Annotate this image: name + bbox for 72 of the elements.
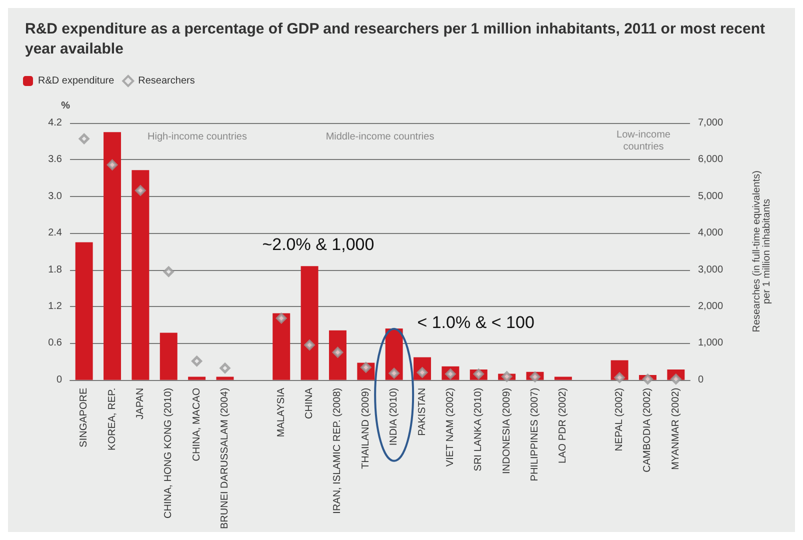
y2-tick-label: 0 (698, 374, 704, 386)
point (642, 374, 653, 384)
legend-label: Researchers (138, 76, 195, 86)
y-tick-label: 4.2 (48, 118, 62, 128)
y-axis-title: % (61, 100, 70, 112)
x-tick-label: INDIA (2010) (388, 388, 400, 446)
point (135, 185, 146, 196)
y2-tick-label: 2,000 (698, 300, 724, 312)
bar (104, 132, 122, 380)
x-tick-label: CHINA, MACAO (191, 388, 202, 462)
point (530, 372, 540, 382)
point (78, 134, 90, 144)
point (163, 266, 174, 277)
y-tick-label: 0.6 (48, 338, 62, 349)
annotation: Low-income countries (616, 130, 671, 153)
x-tick-label: MYANMAR (2002) (670, 388, 682, 470)
annotation: ~2.0% & 1,000 (262, 235, 374, 254)
x-tick-label: IRAN, ISLAMIC REP. (2008) (332, 388, 344, 514)
y-tick-label: 1.8 (48, 264, 62, 276)
x-tick-label: CHINA, HONG KONG (2010) (163, 388, 174, 518)
bar (554, 376, 572, 380)
legend-label: R&D expenditure (38, 76, 115, 86)
bar (300, 266, 318, 380)
point (107, 160, 118, 170)
x-tick-label: CHINA (304, 388, 316, 419)
annotation: Middle-income countries (326, 132, 434, 143)
x-tick-label: NEPAL (2002) (614, 388, 626, 452)
x-tick-label: VIET NAM (2002) (444, 388, 456, 467)
bar (328, 330, 346, 380)
point (502, 371, 512, 382)
x-tick-label: BRUNEI DARUSSALAM (2004) (220, 388, 230, 530)
x-tick-label: INDONESIA (2009) (501, 388, 512, 474)
y2-tick-label: 3,000 (698, 264, 724, 276)
bar (160, 332, 178, 380)
x-tick-label: JAPAN (134, 388, 146, 420)
point (614, 372, 625, 383)
y-tick-label: 3.6 (48, 154, 62, 166)
y2-axis-title: Researches (in full-time equivalents) per 1 million inhabitants (752, 170, 772, 332)
bar (75, 242, 93, 380)
y-tick-label: 2.4 (48, 228, 62, 239)
point (332, 347, 343, 358)
x-tick-label: SRI LANKA (2010) (473, 388, 484, 472)
x-tick-label: CAMBODIA (2002) (642, 388, 654, 472)
point (276, 312, 287, 324)
x-tick-label: MALAYSIA (276, 388, 287, 438)
point (473, 368, 484, 380)
bar (272, 313, 290, 380)
y2-tick-label: 1,000 (698, 338, 724, 349)
x-tick-label: KOREA, REP. (106, 388, 118, 450)
point (304, 340, 315, 350)
x-tick-label: PAKISTAN (416, 388, 428, 436)
x-tick-label: PHILIPPINES (2007) (530, 388, 540, 482)
bar (216, 376, 234, 380)
point (220, 362, 230, 374)
y2-tick-label: 5,000 (698, 190, 724, 202)
point (192, 356, 202, 366)
x-tick-label: SINGAPORE (78, 388, 90, 448)
point (388, 368, 400, 378)
y2-tick-label: 4,000 (698, 228, 724, 239)
x-tick-label: THAILAND (2009) (360, 388, 372, 469)
bar (132, 170, 150, 380)
point (670, 374, 682, 384)
y-tick-label: 3.0 (48, 190, 62, 202)
y2-tick-label: 6,000 (698, 154, 724, 166)
y-tick-label: 0 (56, 374, 62, 386)
x-tick-label: LAO PDR (2002) (558, 388, 569, 464)
annotation: < 1.0% & < 100 (417, 312, 534, 332)
chart-title: R&D expenditure as a percentage of GDP and researchers per 1 million inhabitants, 2011 or most recent year available (25, 20, 770, 58)
bar (188, 376, 206, 380)
y-tick-label: 1.2 (48, 300, 62, 312)
y2-tick-label: 7,000 (698, 118, 724, 128)
annotation: High-income countries (148, 132, 247, 143)
